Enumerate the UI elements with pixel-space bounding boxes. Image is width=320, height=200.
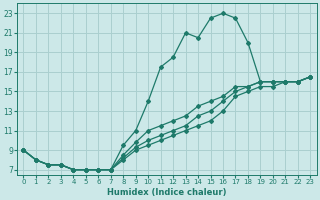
X-axis label: Humidex (Indice chaleur): Humidex (Indice chaleur) [107,188,227,197]
